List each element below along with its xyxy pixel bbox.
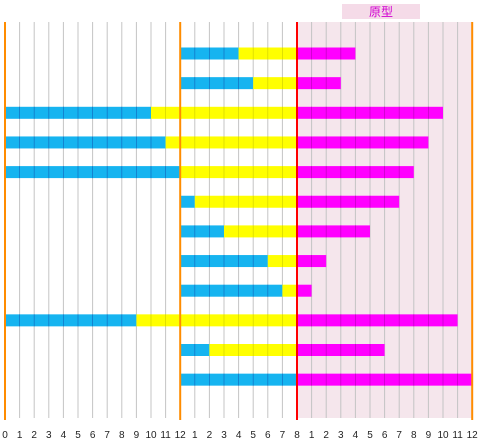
x-tick-label: 11	[160, 430, 171, 441]
bar-segment	[180, 225, 224, 238]
bar-segment	[297, 314, 458, 327]
x-tick-label: 10	[145, 430, 157, 441]
x-tick-label: 2	[31, 430, 37, 441]
x-tick-label: 6	[265, 430, 271, 441]
x-tick-label: 3	[338, 430, 344, 441]
x-tick-label: 8	[294, 430, 300, 441]
x-tick-label: 2	[323, 430, 329, 441]
bar-segment	[297, 136, 429, 149]
bars	[5, 47, 473, 386]
bar-segment	[5, 136, 166, 149]
x-tick-label: 4	[353, 430, 359, 441]
x-tick-label: 5	[250, 430, 256, 441]
bar-segment	[180, 77, 254, 90]
x-tick-label: 7	[280, 430, 286, 441]
x-tick-label: 3	[221, 430, 227, 441]
bar-segment	[297, 225, 370, 238]
bar-segment	[282, 284, 297, 297]
bar-segment	[180, 195, 195, 208]
section-dividers	[4, 22, 474, 420]
x-tick-label: 1	[192, 430, 198, 441]
region-label: 原型	[369, 5, 393, 19]
bar-segment	[297, 284, 312, 297]
x-tick-label: 12	[175, 430, 187, 441]
x-tick-label: 8	[411, 430, 417, 441]
bar-segment	[194, 195, 297, 208]
x-tick-label: 12	[467, 430, 479, 441]
x-tick-label: 5	[367, 430, 373, 441]
x-tick-label: 7	[396, 430, 402, 441]
bar-segment	[5, 314, 137, 327]
x-tick-label: 3	[46, 430, 52, 441]
bar-segment	[297, 195, 400, 208]
x-tick-label: 10	[437, 430, 449, 441]
x-tick-label: 8	[119, 430, 125, 441]
x-tick-label: 0	[2, 430, 8, 441]
x-tick-label: 9	[134, 430, 140, 441]
bar-segment	[136, 314, 297, 327]
x-tick-label: 6	[90, 430, 96, 441]
bar-segment	[297, 77, 341, 90]
x-tick-label: 4	[236, 430, 242, 441]
x-tick-label: 1	[309, 430, 315, 441]
x-tick-label: 11	[452, 430, 463, 441]
bar-segment	[224, 225, 297, 238]
x-tick-label: 2	[207, 430, 213, 441]
x-tick-label: 6	[382, 430, 388, 441]
x-tick-label: 1	[17, 430, 23, 441]
region-label-background	[342, 4, 420, 19]
bar-segment	[165, 136, 297, 149]
x-tick-label: 7	[104, 430, 110, 441]
x-tick-label: 5	[75, 430, 81, 441]
x-axis-tick-labels: 0 1 2 3 4 5 6 7 8 9 10 11 12 1 2 3 4 5 6 7 8 1 2 3 4 5 6 7 8 9 10 11 12	[2, 430, 478, 441]
bar-segment	[253, 77, 297, 90]
x-tick-label: 9	[426, 430, 432, 441]
x-tick-label: 4	[61, 430, 67, 441]
bar-segment	[180, 284, 283, 297]
